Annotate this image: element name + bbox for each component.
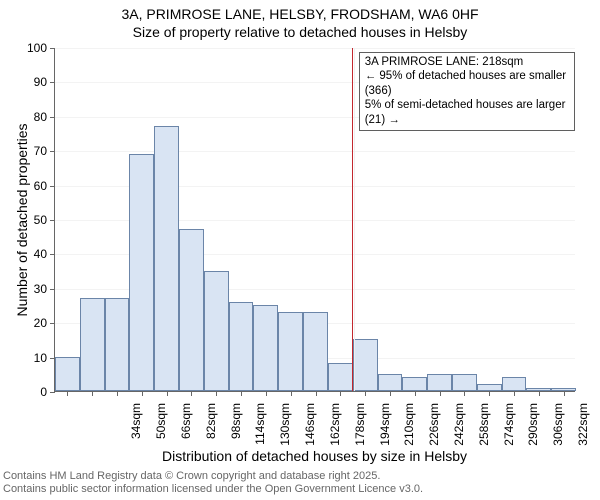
x-tick-label: 290sqm [526,395,540,453]
y-tick-label: 40 [34,247,47,261]
x-tick [440,391,441,396]
x-tick [514,391,515,396]
title-line-1: 3A, PRIMROSE LANE, HELSBY, FRODSHAM, WA6… [0,6,600,24]
property-size-chart: 3A, PRIMROSE LANE, HELSBY, FRODSHAM, WA6… [0,0,600,500]
x-tick-label: 114sqm [253,395,267,453]
histogram-bar [55,357,80,391]
gridline [55,151,575,152]
histogram-bar [80,298,105,391]
y-tick-label: 50 [34,213,47,227]
y-tick-label: 70 [34,144,47,158]
x-tick [191,391,192,396]
x-axis-label: Distribution of detached houses by size … [54,448,575,464]
y-tick-label: 10 [34,351,47,365]
x-tick [142,391,143,396]
x-tick-label: 258sqm [477,395,491,453]
x-tick [167,391,168,396]
histogram-bar [105,298,130,391]
property-callout: 3A PRIMROSE LANE: 218sqm← 95% of detache… [359,52,575,131]
x-tick-label: 66sqm [179,395,193,453]
y-axis-label: Number of detached properties [14,124,30,317]
chart-title: 3A, PRIMROSE LANE, HELSBY, FRODSHAM, WA6… [0,6,600,41]
x-tick-label: 194sqm [378,395,392,453]
x-tick-label: 178sqm [353,395,367,453]
x-tick-label: 322sqm [576,395,590,453]
x-tick [266,391,267,396]
property-marker-line [354,48,355,391]
histogram-bar [477,384,502,391]
x-tick [92,391,93,396]
histogram-bar [229,302,254,391]
histogram-bar [353,339,378,391]
x-tick-label: 210sqm [402,395,416,453]
x-tick-label: 130sqm [278,395,292,453]
y-tick-label: 20 [34,316,47,330]
histogram-bar [179,229,204,391]
y-tick [50,392,55,393]
histogram-bar [328,363,353,391]
callout-line-3: 5% of semi-detached houses are larger (2… [365,98,569,127]
histogram-bar [204,271,229,391]
histogram-bar [502,377,527,391]
x-tick-label: 82sqm [204,395,218,453]
x-tick-label: 274sqm [502,395,516,453]
x-tick-label: 242sqm [452,395,466,453]
histogram-bar [253,305,278,391]
x-tick [67,391,68,396]
x-tick [365,391,366,396]
title-line-2: Size of property relative to detached ho… [0,24,600,42]
histogram-bar [154,126,179,391]
x-tick-label: 98sqm [229,395,243,453]
x-tick [291,391,292,396]
y-tick-label: 60 [34,179,47,193]
x-tick [539,391,540,396]
histogram-bar [427,374,452,391]
x-tick [489,391,490,396]
histogram-bar [452,374,477,391]
y-tick-label: 80 [34,110,47,124]
x-tick [464,391,465,396]
callout-line-2: ← 95% of detached houses are smaller (36… [365,69,569,98]
y-tick-label: 0 [40,385,47,399]
x-tick [241,391,242,396]
y-tick-label: 90 [34,75,47,89]
y-tick-label: 30 [34,282,47,296]
histogram-bar [129,154,154,391]
x-tick [216,391,217,396]
y-tick-label: 100 [27,41,47,55]
x-tick-label: 50sqm [154,395,168,453]
histogram-bar [278,312,303,391]
attribution-line-1: Contains HM Land Registry data © Crown c… [3,470,423,484]
histogram-bar [378,374,403,391]
x-tick [564,391,565,396]
callout-line-1: 3A PRIMROSE LANE: 218sqm [365,55,569,69]
histogram-bar [303,312,328,391]
property-marker-line [352,48,353,391]
x-tick-label: 146sqm [303,395,317,453]
x-tick [390,391,391,396]
attribution-text: Contains HM Land Registry data © Crown c… [3,470,423,498]
plot-area: 010203040506070809010034sqm50sqm66sqm82s… [54,48,575,392]
x-tick [117,391,118,396]
x-tick-label: 226sqm [427,395,441,453]
gridline [55,48,575,49]
x-tick [415,391,416,396]
attribution-line-2: Contains public sector information licen… [3,483,423,497]
x-tick-label: 162sqm [328,395,342,453]
x-tick-label: 34sqm [129,395,143,453]
x-tick [340,391,341,396]
x-tick-label: 306sqm [551,395,565,453]
x-tick [316,391,317,396]
histogram-bar [402,377,427,391]
